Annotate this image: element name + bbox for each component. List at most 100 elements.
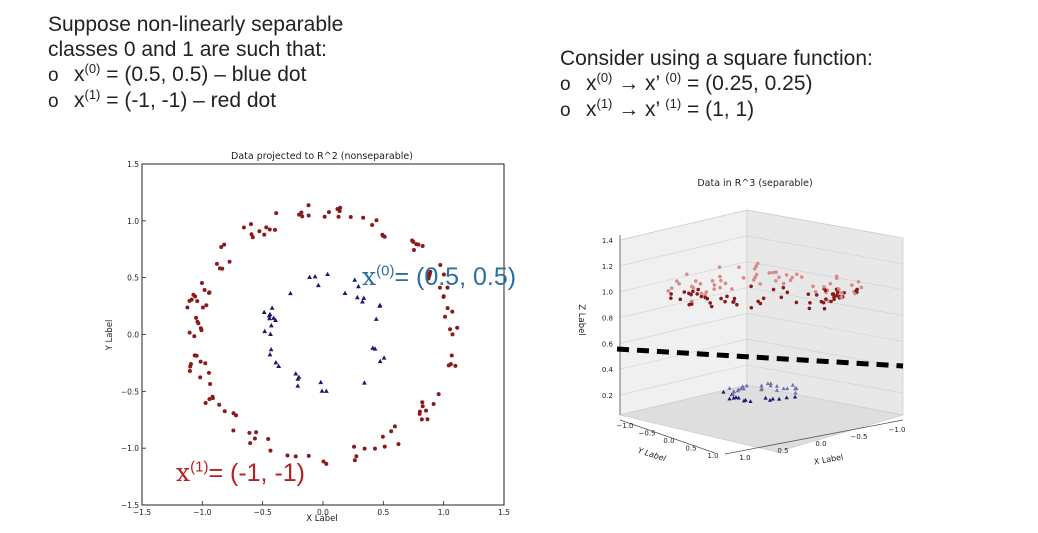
class0-point-3d [739, 386, 744, 390]
class0-point [372, 346, 378, 351]
class1-point-3d [695, 292, 699, 296]
class1-point [214, 261, 219, 266]
class1-point-3d [735, 302, 739, 307]
chart2d-xtick-label: 1.5 [498, 508, 510, 517]
class0-point [307, 274, 313, 280]
class1-point [198, 359, 203, 364]
class1-point [272, 227, 277, 232]
chart2d-ticks: −1.5−1.5 −1.0 −1.0 −0.5 −0.5 0.0 0.0 0.5 0.5 1.0 1… [121, 160, 510, 517]
class1-point-3d [781, 285, 786, 290]
class1-point [219, 245, 224, 250]
class1-point [425, 417, 430, 422]
class1-point-3d [687, 291, 691, 296]
class1-point-3d [709, 304, 714, 309]
chart3d-ztick-label: 1.4 [602, 237, 614, 245]
class1-point-3d [718, 274, 722, 279]
class1-point [448, 327, 453, 332]
chart3d-ztick-label: 1.0 [602, 289, 613, 297]
class1-point [411, 239, 416, 244]
class1-point-3d [800, 275, 804, 279]
class1-point-3d [725, 294, 729, 299]
class0-point-3d [774, 388, 780, 392]
class1-point [396, 442, 401, 447]
class1-point [348, 214, 353, 219]
class0-point [377, 358, 383, 364]
class1-point-3d [756, 299, 760, 304]
class0-point-3d [730, 392, 735, 396]
chart3d-gridline [746, 261, 904, 290]
chart2d-ytick-label: 1.5 [127, 160, 139, 169]
class1-point [420, 244, 425, 249]
class1-point [222, 409, 227, 414]
class1-point-3d [723, 281, 728, 286]
class0-point-3d [784, 395, 789, 400]
class1-point-3d [698, 282, 703, 286]
right-heading: Consider using a square function: [560, 47, 873, 70]
class1-point [204, 303, 209, 308]
annotation-blue: x(0)= (0.5, 0.5) [362, 262, 516, 292]
chart3d-xlabel: X Label [813, 453, 844, 467]
chart3d-ytick-label: 0.5 [685, 445, 696, 453]
class1-point [207, 397, 212, 402]
class1-point [248, 441, 253, 446]
class1-point [187, 368, 192, 373]
class1-point-3d [682, 290, 687, 294]
class1-point [217, 266, 222, 271]
class1-point [300, 214, 305, 219]
chart3d-gridline [746, 209, 904, 239]
chart2d-ytick-label: −1.5 [121, 501, 139, 510]
class0-point [312, 274, 318, 279]
class1-point-3d [811, 284, 815, 289]
separator-dashed-line [616, 346, 904, 369]
class0-point [361, 295, 367, 300]
class0-point [319, 388, 325, 393]
class0-point [354, 294, 360, 300]
class1-point [370, 223, 375, 228]
class1-point-3d [754, 264, 758, 268]
class0-point [356, 283, 361, 289]
class1-point [321, 459, 326, 464]
class1-point-3d [834, 274, 839, 279]
class1-point-3d [859, 285, 864, 290]
class0-point-3d [721, 389, 726, 394]
class0-point-3d [768, 383, 773, 388]
class1-point [324, 461, 329, 466]
chart3d-ytick-label: 0.0 [663, 437, 674, 445]
class1-point [362, 446, 367, 451]
rb1-rest: = (0.25, 0.25) [681, 72, 813, 95]
chart3d-gridline [746, 313, 904, 342]
class1-point-3d [741, 276, 746, 280]
class0-point [267, 311, 273, 317]
class1-point [231, 411, 236, 416]
class1-point [207, 290, 212, 295]
chart3d-x-axis [724, 419, 904, 455]
class0-point-3d [765, 381, 770, 386]
chart2d-ytick-label: −1.0 [121, 444, 139, 453]
class1-point [188, 364, 193, 369]
class1-point [227, 259, 232, 264]
class1-point [203, 401, 208, 406]
chart2d-ytick-label: 1.0 [127, 217, 139, 226]
class0-point [295, 376, 301, 381]
class1-point-3d [771, 270, 775, 275]
chart3d-points [666, 261, 864, 403]
chart3d-xtick-label: −0.5 [851, 433, 868, 441]
anno-blue-sup: (0) [376, 262, 395, 280]
rb2-mid: → x’ [612, 98, 666, 121]
class0-point [273, 360, 279, 365]
class0-point [268, 331, 273, 336]
class1-point-3d [839, 295, 844, 299]
class1-point-3d [781, 281, 786, 286]
chart3d-xtick-label: −1.0 [889, 426, 906, 434]
class1-point [419, 417, 424, 422]
chart3d-gridline [619, 313, 748, 344]
class0-point [273, 317, 278, 322]
chart3d-xtick-label: 1.0 [739, 454, 750, 462]
left-bullet-1: o x(0) = (0.5, 0.5) – blue dot [48, 62, 343, 88]
class1-point-3d [696, 287, 700, 292]
class1-point-3d [752, 266, 757, 271]
class1-point [200, 305, 205, 310]
class0-point [323, 388, 329, 393]
class1-point [372, 446, 377, 451]
class1-point-3d [777, 275, 781, 280]
